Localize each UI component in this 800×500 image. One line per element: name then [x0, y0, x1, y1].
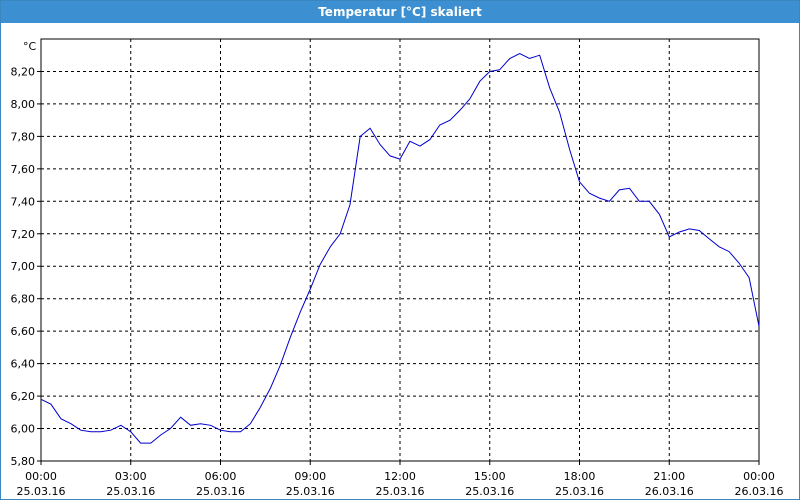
- x-tick-time-label: 00:00: [743, 470, 775, 483]
- y-tick-label: 6,60: [11, 325, 36, 338]
- y-tick-label: 7,60: [11, 163, 36, 176]
- x-tick-date-label: 25.03.16: [376, 485, 425, 498]
- y-tick-label: 8,20: [11, 65, 36, 78]
- window-title: Temperatur [°C] skaliert: [1, 1, 799, 23]
- x-tick-date-label: 26.03.16: [735, 485, 784, 498]
- y-tick-label: 6,80: [11, 293, 36, 306]
- x-tick-time-label: 15:00: [474, 470, 506, 483]
- temperature-series-line: [40, 53, 760, 444]
- x-tick-date-label: 25.03.16: [286, 485, 335, 498]
- y-tick-label: 8,00: [11, 98, 36, 111]
- y-tick-label: 7,00: [11, 260, 36, 273]
- x-tick-time-label: 00:00: [25, 470, 57, 483]
- x-tick-time-label: 18:00: [564, 470, 596, 483]
- x-tick-date-label: 25.03.16: [106, 485, 155, 498]
- x-tick-time-label: 12:00: [384, 470, 416, 483]
- grid-lines: [41, 39, 759, 462]
- y-axis-unit-label: °C: [23, 40, 37, 53]
- y-tick-label: 6,40: [11, 358, 36, 371]
- y-tick-label: 6,20: [11, 390, 36, 403]
- x-axis-ticks: 00:00 25.03.16 03:00 25.03.16 06:00 25.03.16 0…: [17, 461, 784, 498]
- x-tick-date-label: 26.03.16: [645, 485, 694, 498]
- x-tick-time-label: 06:00: [205, 470, 237, 483]
- y-tick-label: 7,80: [11, 130, 36, 143]
- x-tick-time-label: 21:00: [653, 470, 685, 483]
- x-tick-date-label: 25.03.16: [17, 485, 66, 498]
- y-tick-label: 7,40: [11, 195, 36, 208]
- y-tick-label: 6,00: [11, 423, 36, 436]
- y-tick-label: 7,20: [11, 228, 36, 241]
- x-tick-date-label: 25.03.16: [465, 485, 514, 498]
- x-tick-time-label: 03:00: [115, 470, 147, 483]
- x-tick-time-label: 09:00: [294, 470, 326, 483]
- x-tick-date-label: 25.03.16: [555, 485, 604, 498]
- y-tick-label: 5,80: [11, 455, 36, 468]
- x-tick-date-label: 25.03.16: [196, 485, 245, 498]
- y-axis-ticks: 5,80 6,00 6,20 6,40 6,60 6,80 7,00 7,20 7,40 7,60…: [11, 65, 41, 468]
